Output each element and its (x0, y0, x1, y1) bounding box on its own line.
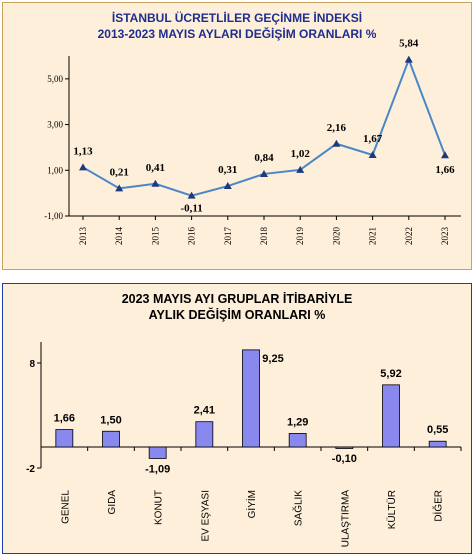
data-point (187, 191, 196, 199)
bar (55, 429, 74, 448)
x-tick-label: 2015 (150, 227, 160, 246)
y-tick-label: 8 (29, 359, 35, 370)
x-tick-label: 2020 (331, 227, 341, 246)
x-tick-label: 2016 (187, 227, 197, 246)
y-tick-label: -2 (26, 464, 35, 475)
category-label: GIDA (107, 490, 118, 515)
category-label: GİYİM (245, 490, 258, 518)
data-label: 2,16 (327, 122, 347, 134)
data-label: -0,10 (332, 453, 357, 465)
data-point (368, 150, 377, 158)
data-label: 0,21 (110, 166, 129, 178)
category-label: KONUT (154, 490, 165, 525)
data-point (296, 165, 305, 173)
bar (288, 433, 307, 448)
bar (242, 349, 260, 448)
data-point (151, 179, 160, 187)
x-tick-label: 2021 (368, 227, 378, 245)
data-point (441, 151, 449, 159)
data-label: 0,41 (146, 162, 165, 174)
data-point (260, 169, 268, 177)
bar (382, 384, 400, 448)
bar (428, 440, 447, 448)
category-label: ULAŞTIRMA (340, 490, 351, 548)
bar (335, 446, 354, 449)
y-tick-label: 3,00 (47, 120, 63, 130)
data-label: -0,11 (180, 203, 202, 215)
data-label: 9,25 (262, 353, 283, 365)
category-label: EV EŞYASI (200, 490, 211, 542)
x-tick-label: 2017 (223, 227, 233, 246)
line-chart-subtitle: 2013-2023 MAYIS AYLARI DEĞİŞİM ORANLARI … (97, 27, 377, 41)
bar (102, 430, 120, 448)
data-label: 1,13 (73, 145, 93, 157)
bar-chart-panel: 2023 MAYIS AYI GRUPLAR İTİBARİYLE AYLIK … (2, 283, 472, 554)
data-label: 1,66 (435, 164, 455, 176)
x-tick-label: 2013 (78, 227, 88, 246)
x-tick-label: 2018 (259, 227, 269, 246)
category-label: SAĞLIK (292, 490, 305, 526)
line-chart: 5,00 3,00 1,00 -1,00 2013 2014 2015 2016 2017 201… (44, 38, 461, 246)
data-label: 1,66 (54, 413, 75, 425)
data-label: 1,50 (100, 414, 121, 426)
bar-chart: 8 -2 1,66 GENEL 1,50 GIDA -1,09 KONUT 2,41 EV EŞY… (26, 342, 462, 548)
data-point (332, 139, 341, 147)
x-tick-label: 2014 (114, 227, 124, 246)
y-tick-label: 1,00 (47, 165, 63, 175)
data-label: -1,09 (145, 463, 170, 475)
x-tick-label: 2023 (440, 227, 450, 246)
data-label: 0,55 (427, 424, 448, 436)
data-label: 1,67 (363, 133, 383, 145)
line-chart-title: İSTANBUL ÜCRETLİLER GEÇİNME İNDEKSİ (111, 11, 363, 25)
data-label: 0,31 (218, 164, 237, 176)
data-label: 0,84 (254, 152, 274, 164)
x-tick-label: 2022 (404, 227, 414, 245)
data-point (79, 163, 87, 171)
bar (195, 421, 214, 448)
data-point (223, 182, 232, 190)
bar-chart-title: 2023 MAYIS AYI GRUPLAR İTİBARİYLE (121, 292, 353, 306)
data-label: 5,92 (380, 368, 401, 380)
y-tick-label: 5,00 (47, 74, 63, 84)
data-point (404, 55, 413, 63)
data-label: 1,02 (291, 148, 311, 160)
category-label: DİĞER (432, 490, 445, 522)
category-label: KÜLTÜR (386, 490, 398, 529)
data-label: 5,84 (399, 38, 419, 50)
data-label: 1,29 (287, 416, 308, 428)
line-chart-panel: İSTANBUL ÜCRETLİLER GEÇİNME İNDEKSİ 2013… (2, 2, 472, 270)
bar (148, 446, 167, 459)
x-tick-label: 2019 (295, 227, 305, 246)
y-tick-label: -1,00 (44, 211, 63, 221)
category-label: GENEL (60, 490, 71, 524)
bar-chart-subtitle: AYLIK DEĞİŞİM ORANLARI % (148, 308, 326, 322)
data-point (115, 184, 124, 192)
data-label: 2,41 (194, 405, 215, 417)
